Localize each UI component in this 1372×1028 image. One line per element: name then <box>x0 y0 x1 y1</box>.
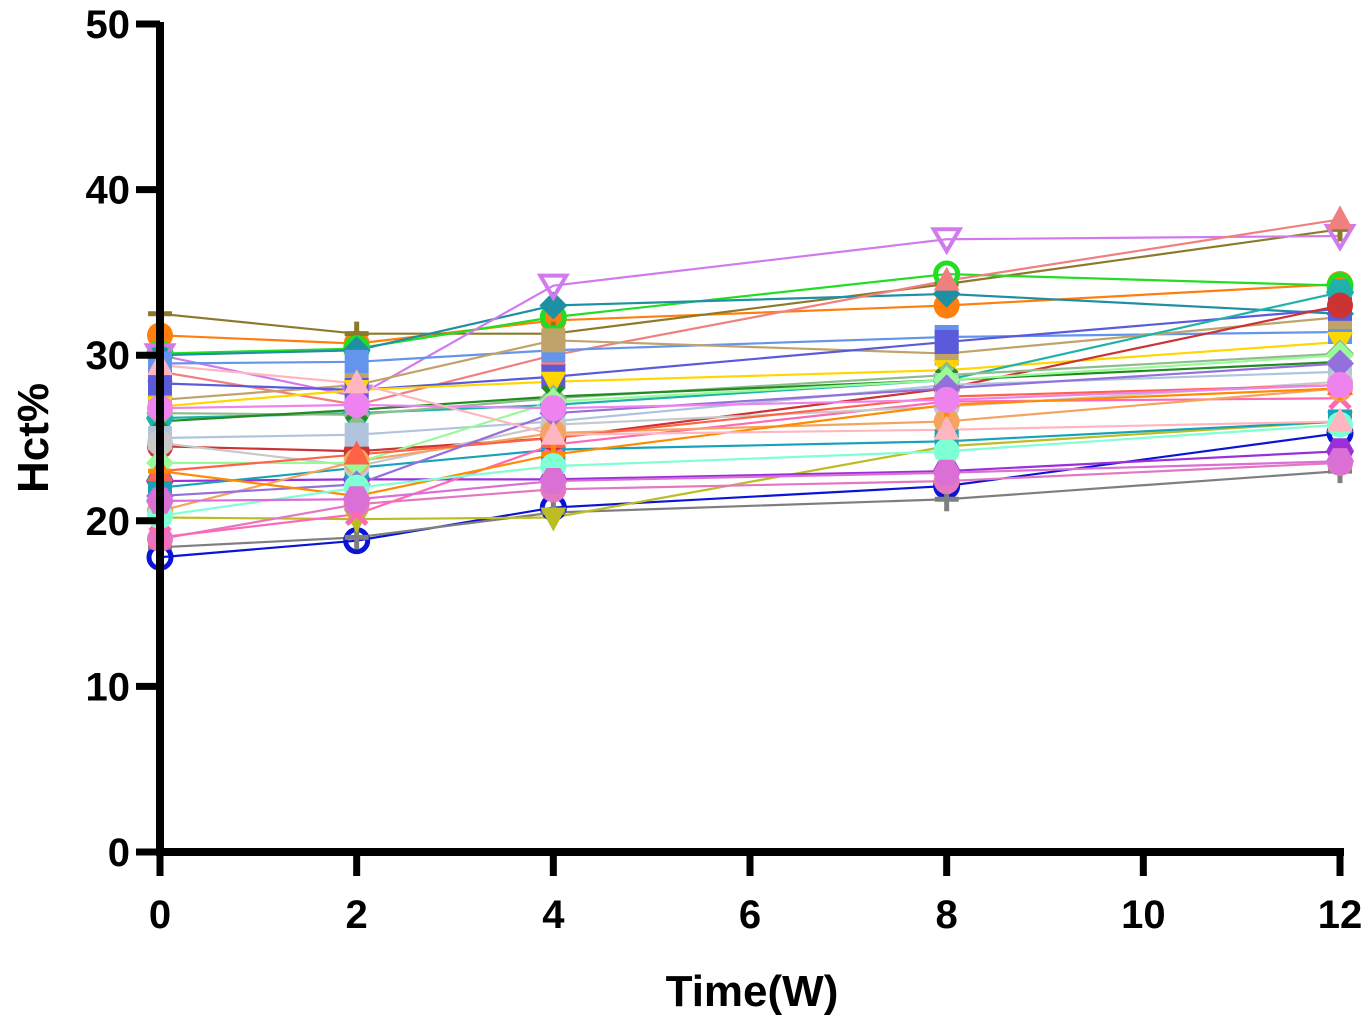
series-16-point-4 <box>934 329 959 354</box>
x-axis-title: Time(W) <box>666 967 839 1016</box>
x-tick-label-6: 6 <box>739 893 761 937</box>
series-26-point-2 <box>343 440 370 465</box>
series-32-point-2 <box>343 369 370 394</box>
series-19-point-5 <box>1327 292 1353 319</box>
series-31-point-5 <box>1327 372 1353 399</box>
series-3-point-3 <box>540 507 567 532</box>
series-31-point-4 <box>933 386 960 413</box>
series-13-point-4 <box>933 266 960 291</box>
series-30-point-4 <box>932 459 961 486</box>
series-line-12 <box>159 234 1341 398</box>
series-32-point-5 <box>1327 407 1353 432</box>
series-32-point-3 <box>540 420 567 445</box>
y-tick-label-0: 0 <box>108 831 130 875</box>
x-tick-label-12: 12 <box>1318 893 1363 937</box>
series-29-point-4 <box>933 438 960 465</box>
series-31-point-2 <box>343 391 370 418</box>
x-tick-label-2: 2 <box>346 893 368 937</box>
series-30-point-3 <box>539 468 568 495</box>
series-layer <box>143 205 1357 571</box>
series-31-point-3 <box>540 395 567 422</box>
series-32-point-4 <box>933 415 960 440</box>
y-tick-label-50: 50 <box>86 3 131 47</box>
series-12-point-3 <box>536 273 570 302</box>
series-11-point-3 <box>539 291 568 320</box>
series-line-7 <box>159 397 1341 539</box>
y-tick-label-20: 20 <box>86 500 131 544</box>
x-tick-label-4: 4 <box>542 893 565 937</box>
x-tick-label-10: 10 <box>1121 893 1166 937</box>
series-12-point-4 <box>930 227 964 256</box>
axes-layer: 0 10 20 30 40 50 0 2 4 6 8 10 12 <box>86 3 1363 937</box>
series-17-point-3 <box>540 371 567 396</box>
x-tick-label-8: 8 <box>936 893 958 937</box>
series-30-point-2 <box>342 486 371 513</box>
y-tick-label-10: 10 <box>86 665 131 709</box>
y-tick-label-40: 40 <box>86 169 131 213</box>
series-30-point-5 <box>1326 448 1354 475</box>
series-27-point-5 <box>1326 349 1354 378</box>
y-axis-title: Hct% <box>9 383 58 493</box>
series-15-point-3 <box>541 328 566 353</box>
series-13-point-5 <box>1327 205 1353 230</box>
series-line-25 <box>160 354 1341 464</box>
x-tick-label-0: 0 <box>149 893 171 937</box>
y-tick-label-30: 30 <box>86 334 131 378</box>
